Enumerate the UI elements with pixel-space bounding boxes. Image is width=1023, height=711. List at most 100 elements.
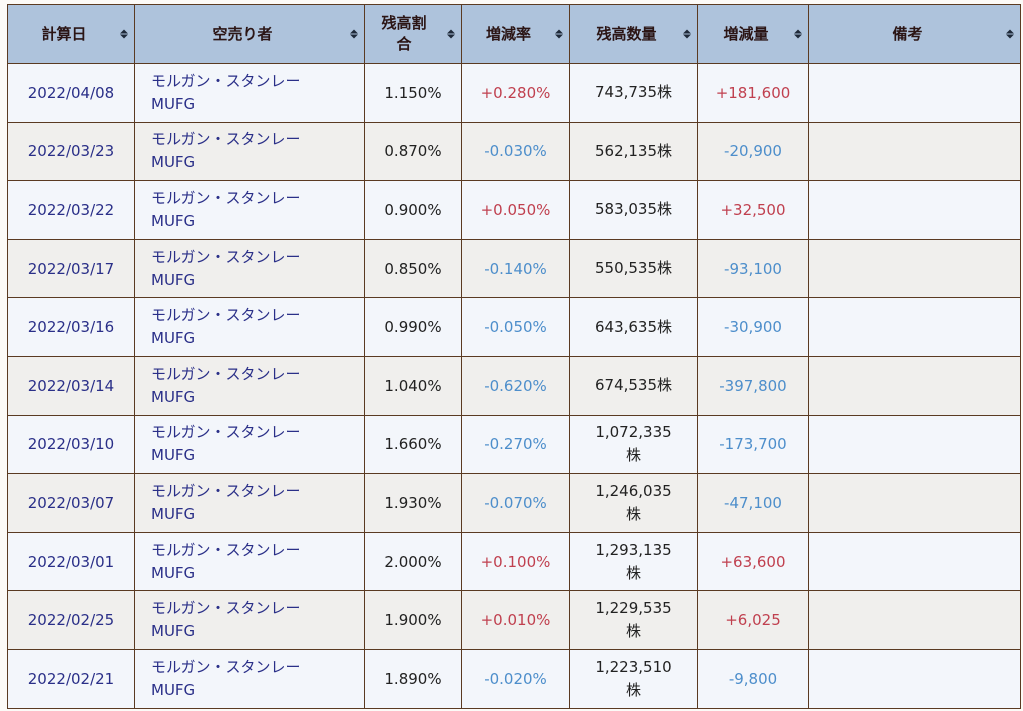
remarks-cell [808, 648, 1021, 709]
remarks-cell [808, 414, 1021, 475]
balance-ratio-cell: 1.930% [364, 473, 462, 533]
column-header-label: 増減量 [723, 24, 769, 43]
calc-date-cell: 2022/03/23 [7, 121, 135, 182]
short-seller-cell[interactable]: モルガン・スタンレー MUFG [134, 590, 365, 650]
table-header-row: 計算日 空売り者 残高割合 増減率 残高数量 [7, 4, 1021, 64]
short-seller-name-line1: モルガン・スタンレー [151, 188, 301, 207]
short-seller-link[interactable]: モルガン・スタンレー MUFG [151, 480, 364, 526]
column-header-balance-ratio[interactable]: 残高割合 [364, 4, 462, 64]
short-position-table: 計算日 空売り者 残高割合 増減率 残高数量 [7, 4, 1021, 709]
remarks-cell [808, 473, 1021, 533]
short-seller-cell[interactable]: モルガン・スタンレー MUFG [134, 238, 365, 299]
calc-date-cell: 2022/02/25 [7, 590, 135, 650]
balance-quantity-cell: 583,035株 [569, 180, 698, 240]
balance-quantity-cell: 1,246,035株 [569, 473, 698, 533]
column-header-balance-quantity[interactable]: 残高数量 [569, 4, 698, 64]
short-seller-link[interactable]: モルガン・スタンレー MUFG [151, 128, 364, 174]
short-seller-cell[interactable]: モルガン・スタンレー MUFG [134, 473, 365, 533]
column-header-remarks[interactable]: 備考 [808, 4, 1021, 64]
balance-quantity-cell: 1,072,335株 [569, 414, 698, 475]
column-header-label: 計算日 [41, 24, 87, 43]
balance-ratio-cell: 1.890% [364, 648, 462, 709]
column-header-short-seller[interactable]: 空売り者 [134, 4, 365, 64]
change-quantity-cell: -397,800 [697, 355, 809, 416]
short-seller-cell[interactable]: モルガン・スタンレー MUFG [134, 531, 365, 592]
short-seller-link[interactable]: モルガン・スタンレー MUFG [151, 363, 364, 409]
remarks-cell [808, 531, 1021, 592]
short-seller-name-line1: モルガン・スタンレー [151, 306, 301, 325]
short-seller-cell[interactable]: モルガン・スタンレー MUFG [134, 648, 365, 709]
short-seller-cell[interactable]: モルガン・スタンレー MUFG [134, 180, 365, 240]
change-quantity-cell: +6,025 [697, 590, 809, 650]
short-seller-link[interactable]: モルガン・スタンレー MUFG [151, 246, 364, 292]
short-seller-name-line1: モルガン・スタンレー [151, 657, 301, 676]
short-seller-name-line1: モルガン・スタンレー [151, 364, 301, 383]
short-seller-name-line2: MUFG [151, 387, 196, 406]
short-seller-name-line1: モルガン・スタンレー [151, 599, 301, 618]
short-seller-name-line2: MUFG [151, 211, 196, 230]
short-seller-cell[interactable]: モルガン・スタンレー MUFG [134, 121, 365, 182]
short-seller-name-line1: モルガン・スタンレー [151, 247, 301, 266]
table-row: 2022/03/10 モルガン・スタンレー MUFG 1.660% -0.270… [7, 414, 1021, 475]
column-header-change-quantity[interactable]: 増減量 [697, 4, 809, 64]
short-seller-cell[interactable]: モルガン・スタンレー MUFG [134, 63, 365, 123]
sort-icon[interactable] [683, 29, 691, 39]
table-body: 2022/04/08 モルガン・スタンレー MUFG 1.150% +0.280… [7, 63, 1021, 709]
change-rate-cell: -0.020% [461, 648, 570, 709]
calc-date-cell: 2022/04/08 [7, 63, 135, 123]
column-header-calc-date[interactable]: 計算日 [7, 4, 135, 64]
short-seller-cell[interactable]: モルガン・スタンレー MUFG [134, 355, 365, 416]
balance-ratio-cell: 0.900% [364, 180, 462, 240]
short-seller-cell[interactable]: モルガン・スタンレー MUFG [134, 414, 365, 475]
change-rate-cell: -0.070% [461, 473, 570, 533]
table-row: 2022/03/07 モルガン・スタンレー MUFG 1.930% -0.070… [7, 473, 1021, 533]
column-header-change-rate[interactable]: 増減率 [461, 4, 570, 64]
remarks-cell [808, 238, 1021, 299]
calc-date-cell: 2022/03/07 [7, 473, 135, 533]
table-row: 2022/02/21 モルガン・スタンレー MUFG 1.890% -0.020… [7, 648, 1021, 709]
balance-quantity-cell: 1,229,535株 [569, 590, 698, 650]
change-quantity-cell: +32,500 [697, 180, 809, 240]
column-header-label: 残高割合 [381, 14, 427, 53]
column-header-label: 空売り者 [212, 24, 273, 43]
short-seller-name-line2: MUFG [151, 504, 196, 523]
sort-icon[interactable] [794, 29, 802, 39]
short-seller-name-line2: MUFG [151, 329, 196, 348]
change-rate-cell: +0.010% [461, 590, 570, 650]
balance-ratio-cell: 1.660% [364, 414, 462, 475]
calc-date-cell: 2022/03/01 [7, 531, 135, 592]
column-header-label: 増減率 [485, 24, 531, 43]
short-seller-link[interactable]: モルガン・スタンレー MUFG [151, 539, 364, 585]
calc-date-cell: 2022/03/22 [7, 180, 135, 240]
table-row: 2022/03/01 モルガン・スタンレー MUFG 2.000% +0.100… [7, 531, 1021, 592]
sort-icon[interactable] [555, 29, 563, 39]
change-quantity-cell: -30,900 [697, 297, 809, 357]
column-header-label: 備考 [892, 24, 923, 43]
short-seller-link[interactable]: モルガン・スタンレー MUFG [151, 597, 364, 643]
balance-ratio-cell: 0.850% [364, 238, 462, 299]
sort-icon[interactable] [447, 29, 455, 39]
short-seller-link[interactable]: モルガン・スタンレー MUFG [151, 187, 364, 233]
sort-icon[interactable] [1006, 29, 1014, 39]
balance-quantity-cell: 743,735株 [569, 63, 698, 123]
sort-icon[interactable] [350, 29, 358, 39]
balance-quantity-cell: 562,135株 [569, 121, 698, 182]
calc-date-cell: 2022/03/16 [7, 297, 135, 357]
balance-ratio-cell: 1.900% [364, 590, 462, 650]
calc-date-cell: 2022/03/14 [7, 355, 135, 416]
short-seller-name-line1: モルガン・スタンレー [151, 71, 301, 90]
short-seller-link[interactable]: モルガン・スタンレー MUFG [151, 304, 364, 350]
short-seller-link[interactable]: モルガン・スタンレー MUFG [151, 421, 364, 467]
change-quantity-cell: -93,100 [697, 238, 809, 299]
change-rate-cell: +0.050% [461, 180, 570, 240]
table-row: 2022/04/08 モルガン・スタンレー MUFG 1.150% +0.280… [7, 63, 1021, 123]
short-seller-cell[interactable]: モルガン・スタンレー MUFG [134, 297, 365, 357]
remarks-cell [808, 297, 1021, 357]
table-row: 2022/02/25 モルガン・スタンレー MUFG 1.900% +0.010… [7, 590, 1021, 650]
sort-icon[interactable] [120, 29, 128, 39]
remarks-cell [808, 63, 1021, 123]
short-seller-link[interactable]: モルガン・スタンレー MUFG [151, 70, 364, 116]
short-seller-link[interactable]: モルガン・スタンレー MUFG [151, 656, 364, 702]
table-row: 2022/03/14 モルガン・スタンレー MUFG 1.040% -0.620… [7, 355, 1021, 416]
change-rate-cell: +0.280% [461, 63, 570, 123]
